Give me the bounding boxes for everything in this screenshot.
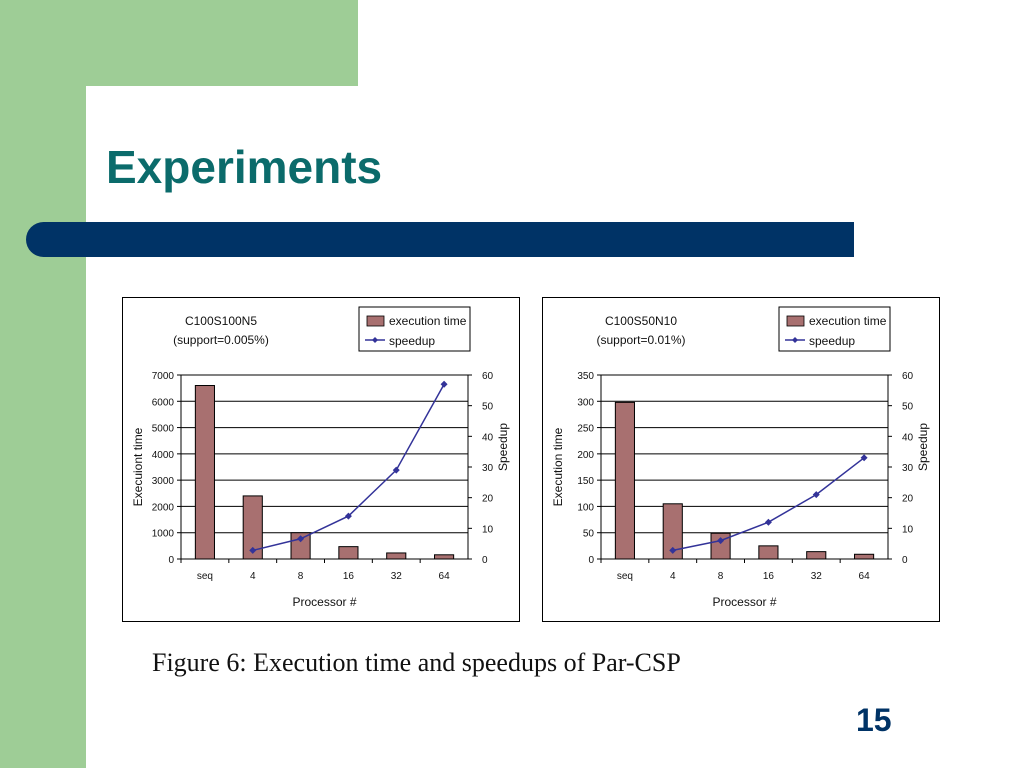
top-background-band xyxy=(0,0,358,86)
bar-32 xyxy=(806,551,827,560)
y-tick-label: 4000 xyxy=(152,450,175,461)
y2-axis-label: Speedup xyxy=(496,423,510,471)
x-axis-label: Processor # xyxy=(712,595,776,609)
y2-tick-label: 30 xyxy=(482,463,494,474)
y-tick-label: 0 xyxy=(588,555,594,566)
y-tick-label: 5000 xyxy=(152,424,175,435)
speedup-point xyxy=(297,535,305,543)
speedup-line xyxy=(672,457,865,552)
y2-tick-label: 20 xyxy=(902,494,914,505)
speedup-point xyxy=(440,380,448,388)
bar-seq xyxy=(194,385,215,560)
y-axis-label: Execution time xyxy=(551,427,565,506)
chart-c100s50n10: C100S50N10 (support=0.01%) execution time s… xyxy=(542,297,940,622)
speedup-point xyxy=(392,466,400,474)
y-tick-label: 2000 xyxy=(152,502,175,513)
bar-seq xyxy=(614,401,635,560)
chart-legend: execution time speedup xyxy=(358,306,471,352)
chart-svg-2: C100S50N10 (support=0.01%) execution time s… xyxy=(551,306,930,609)
chart-title: C100S50N10 xyxy=(605,314,677,328)
x-tick-label-32: 32 xyxy=(391,571,403,582)
legend-box xyxy=(358,306,471,352)
legend-bar-swatch xyxy=(366,315,385,327)
y2-tick-label: 40 xyxy=(902,432,914,443)
y2-tick-label: 60 xyxy=(902,371,914,382)
y-tick-label: 50 xyxy=(583,529,595,540)
chart-title: C100S100N5 xyxy=(185,314,257,328)
y2-tick-label: 50 xyxy=(902,402,914,413)
chart-svg-1: C100S100N5 (support=0.005%) execution time… xyxy=(131,306,510,609)
left-background-band xyxy=(0,0,86,768)
speedup-point xyxy=(249,546,257,554)
y2-tick-label: 0 xyxy=(482,555,488,566)
figure-caption: Figure 6: Execution time and speedups of… xyxy=(152,648,681,677)
y-tick-label: 100 xyxy=(577,502,594,513)
speedup-point xyxy=(812,491,820,499)
y2-tick-label: 0 xyxy=(902,555,908,566)
y2-tick-label: 10 xyxy=(902,524,914,535)
y-tick-label: 0 xyxy=(168,555,174,566)
x-tick-label-16: 16 xyxy=(763,571,775,582)
bar-64 xyxy=(854,553,875,560)
legend-bar-swatch xyxy=(786,315,805,327)
title-underline-bar xyxy=(26,222,854,257)
speedup-point xyxy=(764,518,772,526)
slide-title: Experiments xyxy=(106,141,383,193)
x-tick-label-32: 32 xyxy=(811,571,823,582)
speedup-point xyxy=(344,512,352,520)
bar-8 xyxy=(710,532,731,560)
chart-subtitle: (support=0.01%) xyxy=(596,333,685,347)
y-tick-label: 7000 xyxy=(152,371,175,382)
x-tick-label-8: 8 xyxy=(298,571,304,582)
y2-tick-label: 50 xyxy=(482,402,494,413)
y-tick-label: 350 xyxy=(577,371,594,382)
x-axis-label: Processor # xyxy=(292,595,356,609)
speedup-point xyxy=(860,454,868,462)
chart-subtitle: (support=0.005%) xyxy=(173,333,269,347)
legend-label-execution-time: execution time xyxy=(809,314,887,328)
x-tick-label-seq: seq xyxy=(197,571,213,582)
speedup-line xyxy=(252,383,445,552)
chart-c100s100n5: C100S100N5 (support=0.005%) execution time… xyxy=(122,297,520,622)
y-tick-label: 1000 xyxy=(152,529,175,540)
speedup-point xyxy=(669,546,677,554)
y-tick-label: 250 xyxy=(577,424,594,435)
page-number: 15 xyxy=(856,702,892,738)
y2-tick-label: 30 xyxy=(902,463,914,474)
y2-axis-label: Speedup xyxy=(916,423,930,471)
x-tick-label-16: 16 xyxy=(343,571,355,582)
x-tick-label-64: 64 xyxy=(439,571,451,582)
x-tick-label-64: 64 xyxy=(859,571,871,582)
y-tick-label: 300 xyxy=(577,397,594,408)
speedup-point xyxy=(717,537,725,545)
bar-64 xyxy=(434,554,455,560)
x-tick-label-4: 4 xyxy=(250,571,256,582)
x-tick-label-4: 4 xyxy=(670,571,676,582)
y2-tick-label: 60 xyxy=(482,371,494,382)
legend-line-marker xyxy=(372,337,378,343)
y-tick-label: 3000 xyxy=(152,476,175,487)
legend-label-speedup: speedup xyxy=(809,334,855,348)
chart-legend: execution time speedup xyxy=(778,306,891,352)
legend-box xyxy=(778,306,891,352)
bar-32 xyxy=(386,552,407,560)
y-tick-label: 200 xyxy=(577,450,594,461)
x-tick-label-seq: seq xyxy=(617,571,633,582)
y2-tick-label: 20 xyxy=(482,494,494,505)
bar-4 xyxy=(242,495,263,560)
legend-line-marker xyxy=(792,337,798,343)
bar-16 xyxy=(338,546,359,560)
bar-4 xyxy=(662,503,683,560)
y-tick-label: 6000 xyxy=(152,397,175,408)
legend-label-execution-time: execution time xyxy=(389,314,467,328)
y2-tick-label: 10 xyxy=(482,524,494,535)
x-tick-label-8: 8 xyxy=(718,571,724,582)
y-tick-label: 150 xyxy=(577,476,594,487)
y-axis-label: Execuiont time xyxy=(131,427,145,506)
legend-label-speedup: speedup xyxy=(389,334,435,348)
y2-tick-label: 40 xyxy=(482,432,494,443)
bar-16 xyxy=(758,545,779,560)
